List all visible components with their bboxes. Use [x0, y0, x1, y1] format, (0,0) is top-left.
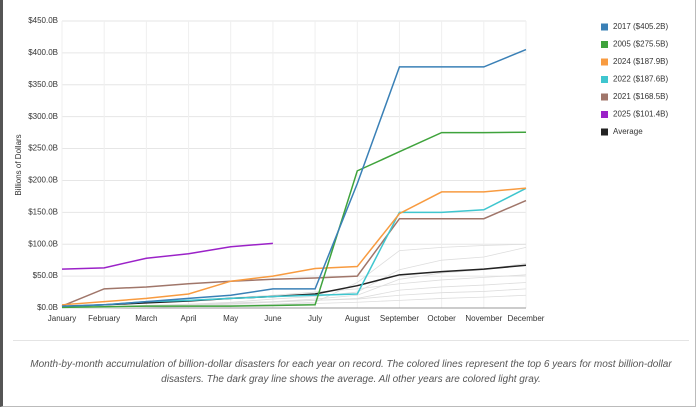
x-tick-label: February [88, 314, 120, 323]
x-tick-label: November [465, 314, 502, 323]
legend-label: 2005 ($275.5B) [613, 40, 668, 49]
x-tick-label: August [345, 314, 371, 323]
legend-swatch [601, 23, 608, 31]
background-line [62, 294, 527, 309]
legend-swatch [601, 128, 608, 136]
series-line [61, 199, 527, 307]
caption: Month-by-month accumulation of billion-d… [30, 359, 672, 385]
y-tick-label: $200.0B [28, 176, 58, 185]
legend-swatch [601, 41, 608, 48]
legend-swatch [601, 76, 608, 83]
legend-swatch [601, 111, 608, 118]
y-tick-label: $100.0B [28, 239, 58, 248]
y-tick-label: $350.0B [28, 80, 58, 89]
legend-swatch [601, 58, 608, 66]
y-tick-label: $400.0B [28, 48, 58, 57]
legend-label: 2021 ($168.5B) [613, 92, 668, 101]
legend-label: Average [613, 127, 643, 136]
x-tick-label: December [508, 314, 545, 323]
y-tick-label: $50.0B [33, 271, 58, 280]
x-tick-label: March [135, 314, 157, 323]
series-line [61, 242, 273, 270]
y-tick-label: $150.0B [28, 207, 58, 216]
chart: Billions of Dollars $0.0B $50.0B $100.0B $1… [14, 16, 668, 323]
background-line [61, 274, 527, 308]
x-tick-label: June [264, 314, 282, 323]
x-tick-label: April [181, 314, 197, 323]
series-line [61, 48, 527, 307]
legend-label: 2025 ($101.4B) [613, 110, 668, 119]
x-tick-label: May [223, 314, 238, 323]
separator [13, 340, 689, 341]
legend-label: 2024 ($187.9B) [613, 57, 668, 66]
series-line [61, 131, 527, 309]
y-tick-label: $450.0B [28, 16, 58, 25]
y-axis-label: Billions of Dollars [14, 134, 23, 195]
legend-label: 2022 ($187.6B) [613, 75, 668, 84]
x-tick-label: January [48, 314, 76, 323]
x-tick-label: October [427, 314, 456, 323]
x-tick-label: September [380, 314, 419, 323]
y-tick-label: $300.0B [28, 112, 58, 121]
y-tick-label: $250.0B [28, 144, 58, 153]
legend-swatch [601, 93, 608, 101]
x-tick-label: July [308, 314, 322, 323]
legend-label: 2017 ($405.2B) [613, 22, 668, 31]
y-tick-label: $0.0B [37, 303, 58, 312]
series-line [61, 187, 527, 306]
